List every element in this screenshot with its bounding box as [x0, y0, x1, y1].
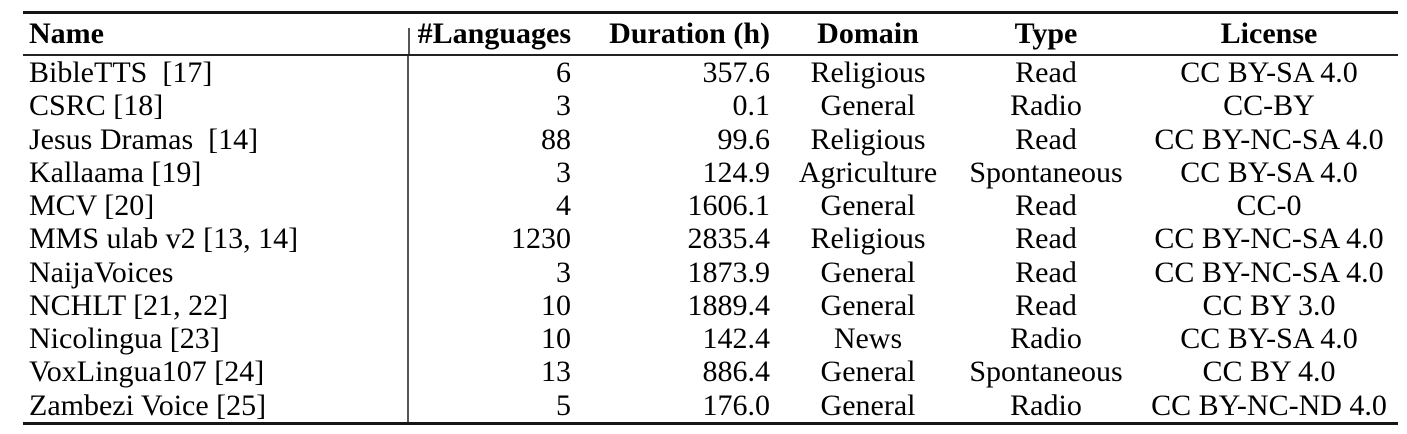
cell-type: Radio: [1010, 322, 1082, 356]
cell-type: Radio: [1010, 388, 1082, 422]
table-row: Zambezi Voice [25] 5 176.0 General Radio CC B…: [23, 388, 1398, 424]
header-row: Name #Languages Duration (h) Domain Type…: [23, 12, 1398, 56]
cell-license: CC-BY: [1223, 89, 1315, 123]
cell-num-languages: 3: [407, 89, 585, 123]
cell-num-languages: 10: [407, 322, 585, 356]
cell-name: MMS ulab v2 [13, 14]: [29, 222, 299, 256]
cell-duration-hours: 176.0: [702, 388, 771, 422]
cell-duration-hours: 2835.4: [687, 222, 771, 256]
cell-license: CC-0: [1236, 189, 1302, 223]
cell-num-languages: 1230: [407, 222, 585, 256]
cell-license: CC BY 3.0: [1202, 288, 1336, 322]
cell-domain: General: [820, 388, 916, 422]
column-header-languages: #Languages: [408, 12, 585, 56]
cell-duration-hours: 99.6: [717, 122, 771, 156]
cell-domain: General: [820, 288, 916, 322]
cell-num-languages: 88: [407, 122, 585, 156]
cell-license: CC BY-SA 4.0: [1180, 155, 1358, 189]
cell-type: Read: [1015, 189, 1077, 223]
table-row: Kallaama [19] 3 124.9 Agriculture Spontaneou…: [23, 155, 1398, 190]
table-row: MCV [20] 4 1606.1 General Read CC-0: [23, 189, 1398, 223]
table-row: NaijaVoices 3 1873.9 General Read CC BY-NC-SA…: [23, 255, 1398, 289]
cell-domain: Agriculture: [798, 155, 938, 189]
cell-name: BibleTTS [17]: [29, 56, 213, 89]
cell-duration-hours: 1873.9: [687, 255, 771, 289]
cell-domain: News: [833, 322, 903, 356]
cell-type: Spontaneous: [969, 155, 1123, 189]
cell-type: Read: [1015, 56, 1077, 89]
table-row: Jesus Dramas [14] 88 99.6 Religious Read CC B…: [23, 122, 1398, 156]
cell-name: NaijaVoices: [29, 255, 174, 289]
column-header-type: Type: [952, 12, 1140, 56]
cell-name: CSRC [18]: [29, 89, 164, 123]
cell-num-languages: 10: [407, 288, 585, 323]
cell-duration-hours: 124.9: [702, 155, 771, 189]
cell-type: Spontaneous: [969, 355, 1123, 389]
cell-duration-hours: 0.1: [732, 89, 771, 123]
column-header-domain: Domain: [784, 12, 952, 56]
column-header-duration: Duration (h): [585, 12, 784, 56]
cell-license: CC BY-NC-SA 4.0: [1154, 255, 1384, 289]
cell-duration-hours: 357.6: [702, 56, 771, 89]
cell-domain: Religious: [810, 122, 926, 156]
cell-license: CC BY-NC-SA 4.0: [1154, 122, 1384, 156]
cell-name: Zambezi Voice [25]: [29, 388, 267, 422]
cell-num-languages: 4: [407, 189, 585, 223]
cell-name: NCHLT [21, 22]: [29, 288, 229, 322]
cell-domain: General: [820, 355, 916, 389]
cell-num-languages: 6: [407, 55, 585, 90]
table-row: MMS ulab v2 [13, 14] 1230 2835.4 Religious R…: [23, 222, 1398, 256]
cell-domain: Religious: [810, 222, 926, 256]
cell-license: CC BY-SA 4.0: [1180, 322, 1358, 356]
cell-duration-hours: 1606.1: [687, 189, 771, 223]
cell-name: Jesus Dramas [14]: [29, 122, 259, 156]
cell-license: CC BY-NC-ND 4.0: [1151, 388, 1387, 422]
cell-name: VoxLingua107 [24]: [29, 355, 265, 389]
table-row: CSRC [18] 3 0.1 General Radio CC-BY: [23, 89, 1398, 123]
table-row: BibleTTS [17] 6 357.6 Religious Read CC BY-SA…: [23, 55, 1398, 90]
cell-num-languages: 13: [407, 355, 585, 389]
cell-name: Nicolingua [23]: [29, 322, 220, 356]
cell-num-languages: 5: [407, 388, 585, 424]
cell-num-languages: 3: [407, 255, 585, 289]
cell-domain: General: [820, 189, 916, 223]
cell-duration-hours: 886.4: [702, 355, 771, 389]
table-body: BibleTTS [17] 6 357.6 Religious Read CC BY-SA…: [23, 55, 1398, 424]
column-header-license: License: [1140, 12, 1398, 56]
datasets-table: Name #Languages Duration (h) Domain Type…: [23, 11, 1398, 425]
cell-type: Read: [1015, 255, 1077, 289]
cell-domain: General: [820, 255, 916, 289]
cell-duration-hours: 1889.4: [687, 288, 771, 322]
column-header-name: Name: [23, 12, 408, 56]
table-header: Name #Languages Duration (h) Domain Type…: [23, 12, 1398, 56]
cell-type: Read: [1015, 222, 1077, 256]
cell-num-languages: 3: [407, 155, 585, 190]
cell-type: Read: [1015, 122, 1077, 156]
table-row: NCHLT [21, 22] 10 1889.4 General Read CC BY 3…: [23, 288, 1398, 323]
cell-license: CC BY 4.0: [1202, 355, 1336, 389]
cell-license: CC BY-NC-SA 4.0: [1154, 222, 1384, 256]
cell-name: Kallaama [19]: [29, 155, 202, 189]
cell-license: CC BY-SA 4.0: [1180, 56, 1358, 89]
cell-duration-hours: 142.4: [702, 322, 771, 356]
table-row: Nicolingua [23] 10 142.4 News Radio CC BY-SA …: [23, 322, 1398, 356]
table-row: VoxLingua107 [24] 13 886.4 General Spontaneo…: [23, 355, 1398, 389]
cell-type: Read: [1015, 288, 1077, 322]
cell-name: MCV [20]: [29, 189, 155, 223]
cell-domain: General: [820, 89, 916, 123]
datasets-table-container: Name #Languages Duration (h) Domain Type…: [23, 11, 1398, 425]
cell-domain: Religious: [810, 56, 926, 89]
cell-type: Radio: [1010, 89, 1082, 123]
